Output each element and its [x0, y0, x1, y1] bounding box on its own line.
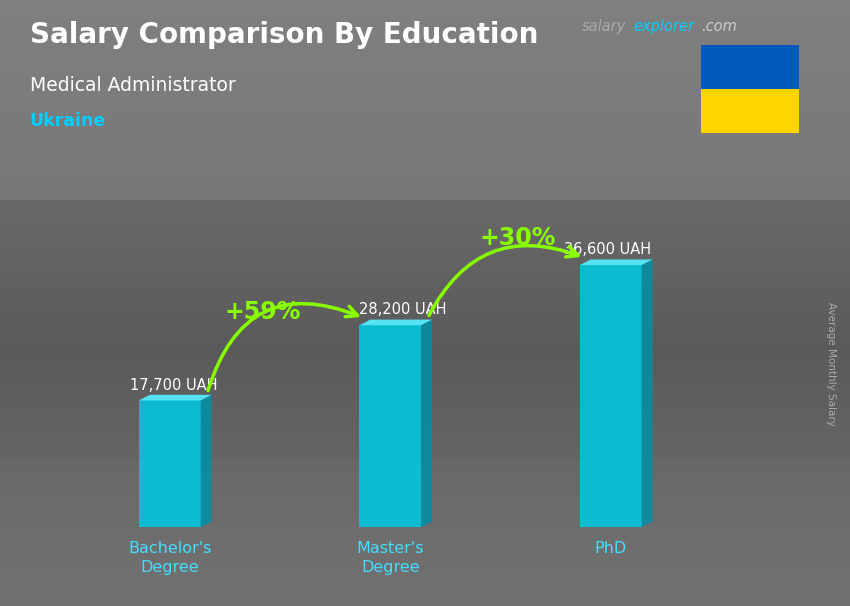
- Text: Salary Comparison By Education: Salary Comparison By Education: [30, 21, 538, 49]
- Text: explorer: explorer: [633, 19, 694, 35]
- Polygon shape: [642, 259, 653, 527]
- Polygon shape: [580, 259, 653, 265]
- Polygon shape: [421, 319, 432, 527]
- Text: 28,200 UAH: 28,200 UAH: [360, 302, 447, 318]
- Polygon shape: [201, 395, 212, 527]
- Polygon shape: [580, 265, 642, 527]
- Bar: [701, 89, 799, 133]
- Text: salary: salary: [582, 19, 626, 35]
- Text: +59%: +59%: [224, 301, 301, 324]
- Text: Average Monthly Salary: Average Monthly Salary: [826, 302, 836, 425]
- Text: 36,600 UAH: 36,600 UAH: [564, 242, 651, 257]
- Text: +30%: +30%: [480, 227, 556, 250]
- Text: .com: .com: [701, 19, 737, 35]
- Text: Medical Administrator: Medical Administrator: [30, 76, 235, 95]
- Polygon shape: [139, 401, 201, 527]
- Polygon shape: [360, 325, 421, 527]
- Text: Ukraine: Ukraine: [30, 112, 106, 130]
- Text: 17,700 UAH: 17,700 UAH: [130, 378, 218, 393]
- Bar: [701, 45, 799, 89]
- Polygon shape: [360, 319, 432, 325]
- Polygon shape: [139, 395, 212, 401]
